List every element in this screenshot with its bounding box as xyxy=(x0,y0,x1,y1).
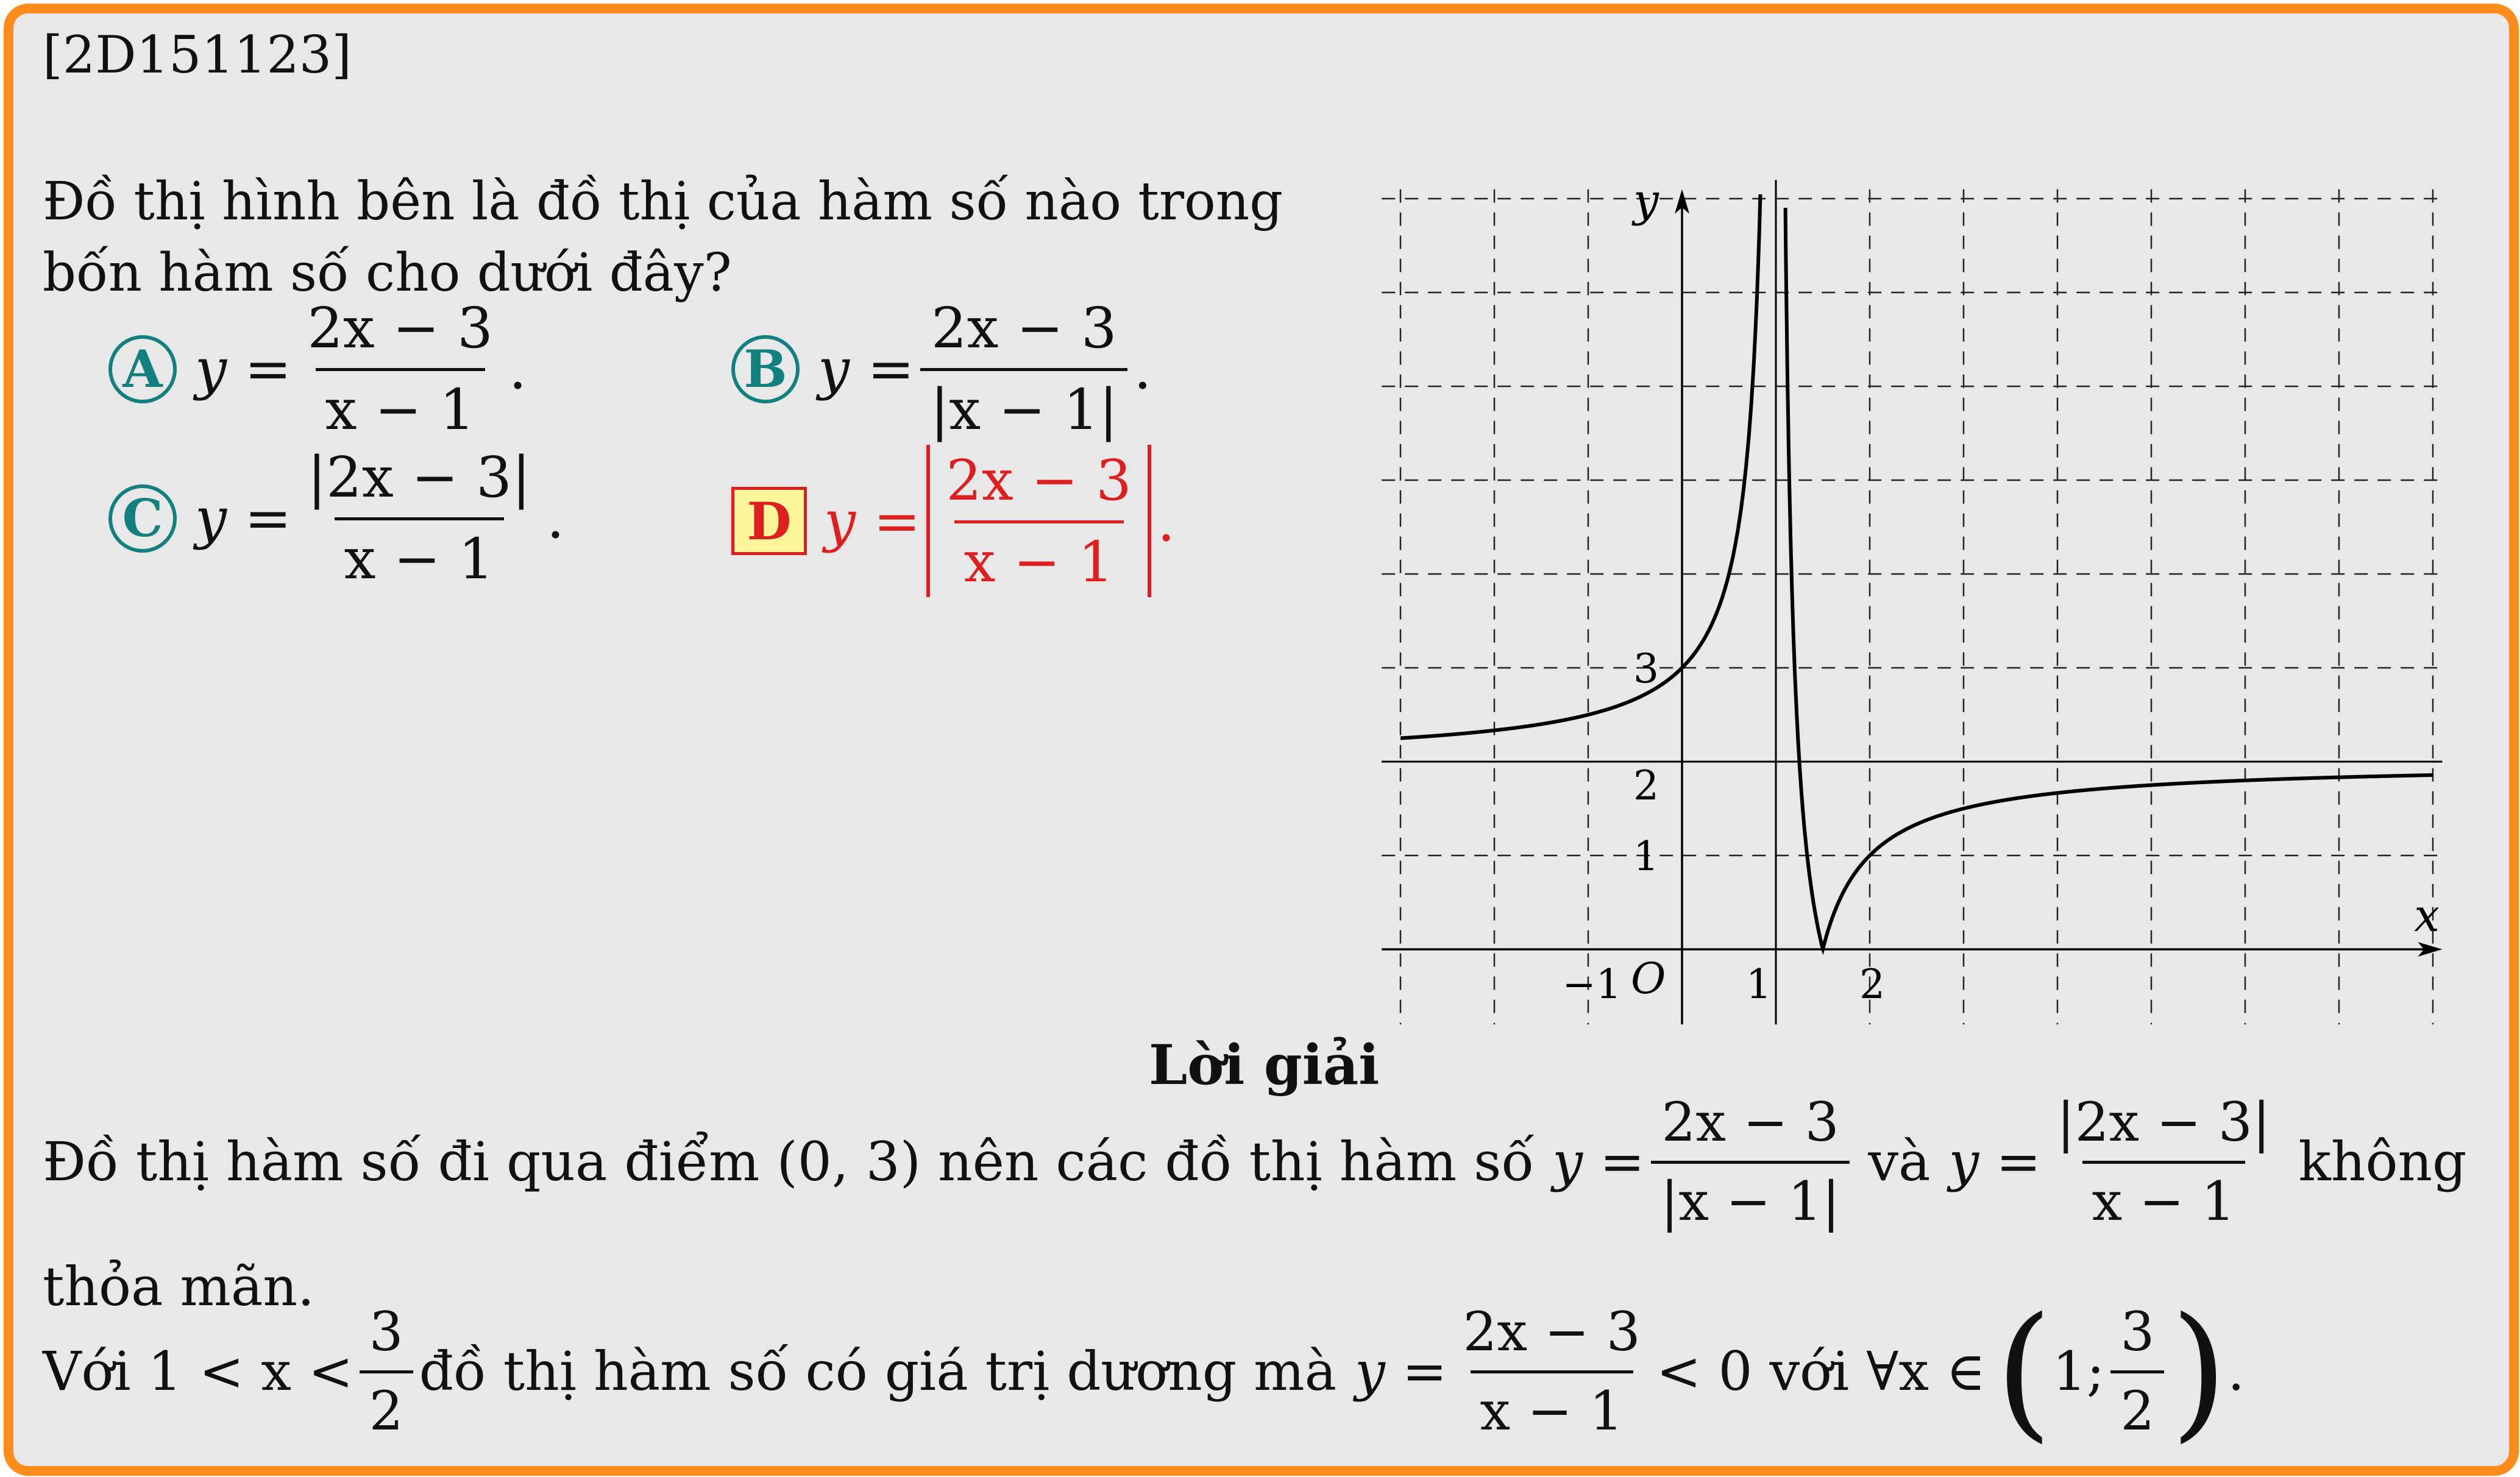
solution-f3-denominator: x − 1 xyxy=(1470,1370,1633,1442)
solution-paragraph-1-line-2: thỏa mãn. xyxy=(43,1255,315,1318)
interval-paren-left: ( xyxy=(1995,1286,2053,1456)
question-line-2: bốn hàm số cho dưới đây? xyxy=(43,243,732,303)
solution-f3-numerator: 2x − 3 xyxy=(1463,1300,1641,1363)
interval-right-fraction: 3 2 xyxy=(2110,1300,2165,1442)
option-a-suffix: . xyxy=(508,336,527,402)
option-c-numerator: |2x − 3| xyxy=(307,445,531,510)
option-d-prefix: y = xyxy=(824,488,921,554)
solution-frac-3-2: 3 2 xyxy=(359,1300,413,1442)
option-a-denominator: x − 1 xyxy=(315,368,485,442)
curve-right-branch xyxy=(1783,207,2433,955)
interval-right-num: 3 xyxy=(2120,1300,2155,1363)
x-axis-arrow xyxy=(2418,942,2443,957)
solution-f2-numerator: |2x − 3| xyxy=(2056,1091,2271,1153)
solution-text-and: và xyxy=(1868,1130,1931,1193)
option-d-suffix: . xyxy=(1157,488,1176,554)
option-b-fraction: 2x − 3 |x − 1| xyxy=(920,296,1128,442)
option-d-fraction: 2x − 3 x − 1 xyxy=(936,448,1141,595)
interval-paren-right: ) xyxy=(2170,1286,2228,1456)
abs-bar-right xyxy=(1147,445,1151,597)
solution-text-1end: không xyxy=(2298,1130,2467,1193)
graph-grid xyxy=(1382,189,2443,1025)
solution-f3-prefix: y = xyxy=(1355,1339,1447,1403)
y-axis-arrow xyxy=(1675,189,1689,214)
option-a-numerator: 2x − 3 xyxy=(307,296,493,361)
solution-text-2end: . xyxy=(2227,1339,2245,1403)
solution-f1-fraction: 2x − 3 |x − 1| xyxy=(1650,1091,1850,1233)
problem-id: [2D151123] xyxy=(43,25,352,85)
tick-label-y3: 3 xyxy=(1633,645,1659,692)
option-b-marker: B xyxy=(731,335,800,403)
problem-card xyxy=(4,4,2519,1476)
option-c-marker: C xyxy=(108,484,177,553)
option-c-denominator: x − 1 xyxy=(334,517,504,592)
option-c-fraction: |2x − 3| x − 1 xyxy=(297,445,541,592)
solution-f1-denominator: |x − 1| xyxy=(1650,1161,1850,1233)
curve-left-branch xyxy=(1400,194,1762,740)
option-d-marker: D xyxy=(731,487,807,555)
option-b-numerator: 2x − 3 xyxy=(931,296,1117,361)
option-d-denominator: x − 1 xyxy=(954,520,1124,595)
solution-text-2a: Với 1 < x < xyxy=(43,1339,353,1403)
graph-axes xyxy=(1382,180,2443,1025)
option-a-prefix: y = xyxy=(195,336,292,402)
option-d[interactable]: D y = 2x − 3 x − 1 . xyxy=(731,445,1175,597)
solution-paragraph-1: Đồ thị hàm số đi qua điểm (0, 3) nên các… xyxy=(43,1091,2467,1233)
solution-f1-numerator: 2x − 3 xyxy=(1661,1091,1839,1153)
origin-label: O xyxy=(1631,954,1666,1004)
option-b-prefix: y = xyxy=(818,336,915,402)
option-a-fraction: 2x − 3 x − 1 xyxy=(297,296,503,442)
tick-label-x-minus1: −1 xyxy=(1562,961,1621,1008)
option-b[interactable]: B y = 2x − 3 |x − 1| . xyxy=(731,296,1152,442)
tick-label-y1: 1 xyxy=(1633,833,1659,880)
solution-f2-denominator: x − 1 xyxy=(2082,1161,2245,1233)
option-b-suffix: . xyxy=(1134,336,1152,402)
solution-frac-3-2-num: 3 xyxy=(369,1300,403,1363)
x-axis-label: x xyxy=(2414,890,2440,942)
abs-bar-left xyxy=(926,445,931,597)
option-d-numerator: 2x − 3 xyxy=(946,447,1132,513)
option-c-prefix: y = xyxy=(195,486,292,551)
solution-text-2c: < 0 với ∀x ∈ xyxy=(1656,1339,1986,1403)
solution-paragraph-2: Với 1 < x < 3 2 đồ thị hàm số có giá trị… xyxy=(43,1298,2245,1444)
solution-text-2b: đồ thị hàm số có giá trị dương mà xyxy=(419,1339,1337,1403)
function-graph: y x O 3 2 1 −1 1 2 xyxy=(1382,174,2443,1025)
tick-label-y2: 2 xyxy=(1633,762,1659,809)
solution-text-1a: Đồ thị hàm số đi qua điểm (0, 3) nên các… xyxy=(43,1130,1535,1193)
tick-label-x1: 1 xyxy=(1746,961,1772,1008)
y-axis-label: y xyxy=(1631,174,1659,227)
option-c-suffix: . xyxy=(546,486,565,551)
interval-left-bound: 1; xyxy=(2052,1339,2105,1403)
question-line-1: Đồ thị hình bên là đồ thị của hàm số nào… xyxy=(43,171,1283,232)
option-a-marker: A xyxy=(108,335,177,403)
option-c[interactable]: C y = |2x − 3| x − 1 . xyxy=(108,445,564,592)
solution-f2-prefix: y = xyxy=(1948,1130,2041,1193)
solution-frac-3-2-den: 2 xyxy=(359,1370,413,1442)
option-b-denominator: |x − 1| xyxy=(920,368,1128,442)
solution-f1-prefix: y = xyxy=(1552,1130,1645,1193)
interval-right-den: 2 xyxy=(2110,1370,2165,1442)
solution-f2-fraction: |2x − 3| x − 1 xyxy=(2047,1091,2280,1233)
tick-label-x2: 2 xyxy=(1859,961,1885,1008)
solution-f3-fraction: 2x − 3 x − 1 xyxy=(1453,1300,1650,1442)
solution-title: Lời giải xyxy=(1149,1033,1380,1097)
option-a[interactable]: A y = 2x − 3 x − 1 . xyxy=(108,296,527,442)
